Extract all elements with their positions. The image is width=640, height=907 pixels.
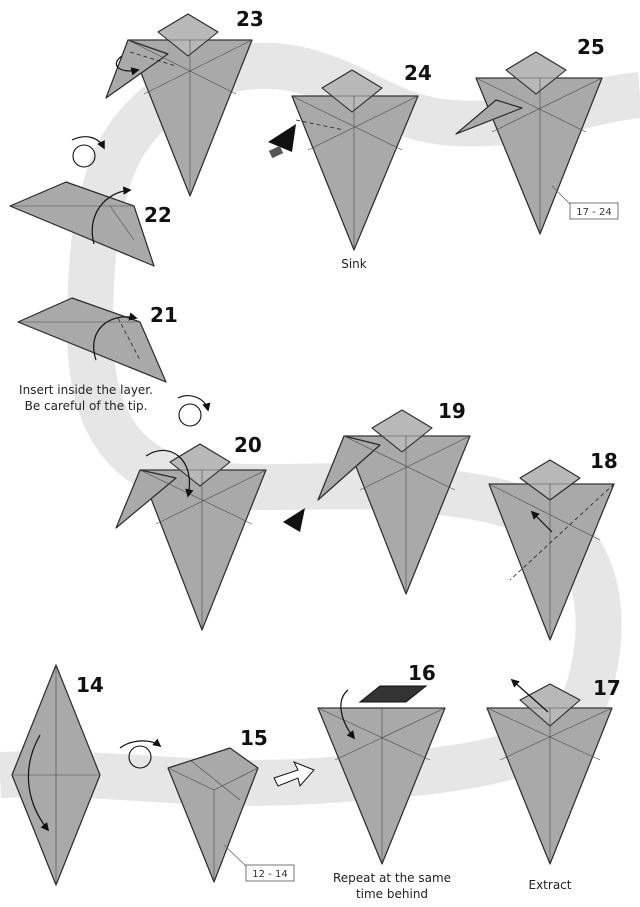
- step-number: 24: [404, 61, 432, 85]
- step-caption: time behind: [356, 887, 428, 901]
- step-number: 22: [144, 203, 172, 227]
- step-caption: Repeat at the same: [333, 871, 451, 885]
- step-number: 20: [234, 433, 262, 457]
- step-18: 18: [488, 449, 618, 641]
- step-caption: Be careful of the tip.: [25, 399, 148, 413]
- step-caption: Sink: [341, 257, 367, 271]
- push-arrow-icon: [283, 508, 305, 532]
- step-number: 17: [593, 676, 621, 700]
- step-24: 24 Sink: [268, 61, 432, 271]
- push-arrow-icon: [268, 124, 296, 159]
- reference-label: 12 - 14: [252, 869, 287, 880]
- step-number: 25: [577, 35, 605, 59]
- reference-box: [245, 864, 295, 882]
- step-number: 16: [408, 661, 436, 685]
- turn-over-icon: [119, 738, 162, 769]
- turn-over-icon: [71, 136, 105, 168]
- step-23: 23: [105, 7, 264, 197]
- step-number: 18: [590, 449, 618, 473]
- step-19: 19: [283, 399, 471, 595]
- step-16: 16 Repeat at the same time behind: [317, 661, 451, 901]
- step-caption: Extract: [529, 878, 572, 892]
- reference-label: 17 - 24: [576, 207, 611, 218]
- step-22: 22: [9, 136, 172, 267]
- step-17: 17 Extract: [486, 676, 621, 892]
- step-25: 25 17 - 24: [455, 35, 619, 235]
- hollow-arrow-icon: [273, 761, 315, 788]
- step-14: 14: [11, 664, 104, 886]
- step-number: 15: [240, 726, 268, 750]
- reference-box: [569, 202, 619, 220]
- step-15: 15 12 - 14: [119, 726, 315, 883]
- turn-over-icon: [177, 395, 211, 427]
- fold-arrow-icon: [27, 734, 50, 832]
- step-number: 23: [236, 7, 264, 31]
- step-caption: Insert inside the layer.: [19, 383, 153, 397]
- step-number: 14: [76, 673, 104, 697]
- step-20: 20: [115, 395, 267, 631]
- step-number: 21: [150, 303, 178, 327]
- step-number: 19: [438, 399, 466, 423]
- step-21: 21 Insert inside the layer. Be careful o…: [17, 297, 178, 413]
